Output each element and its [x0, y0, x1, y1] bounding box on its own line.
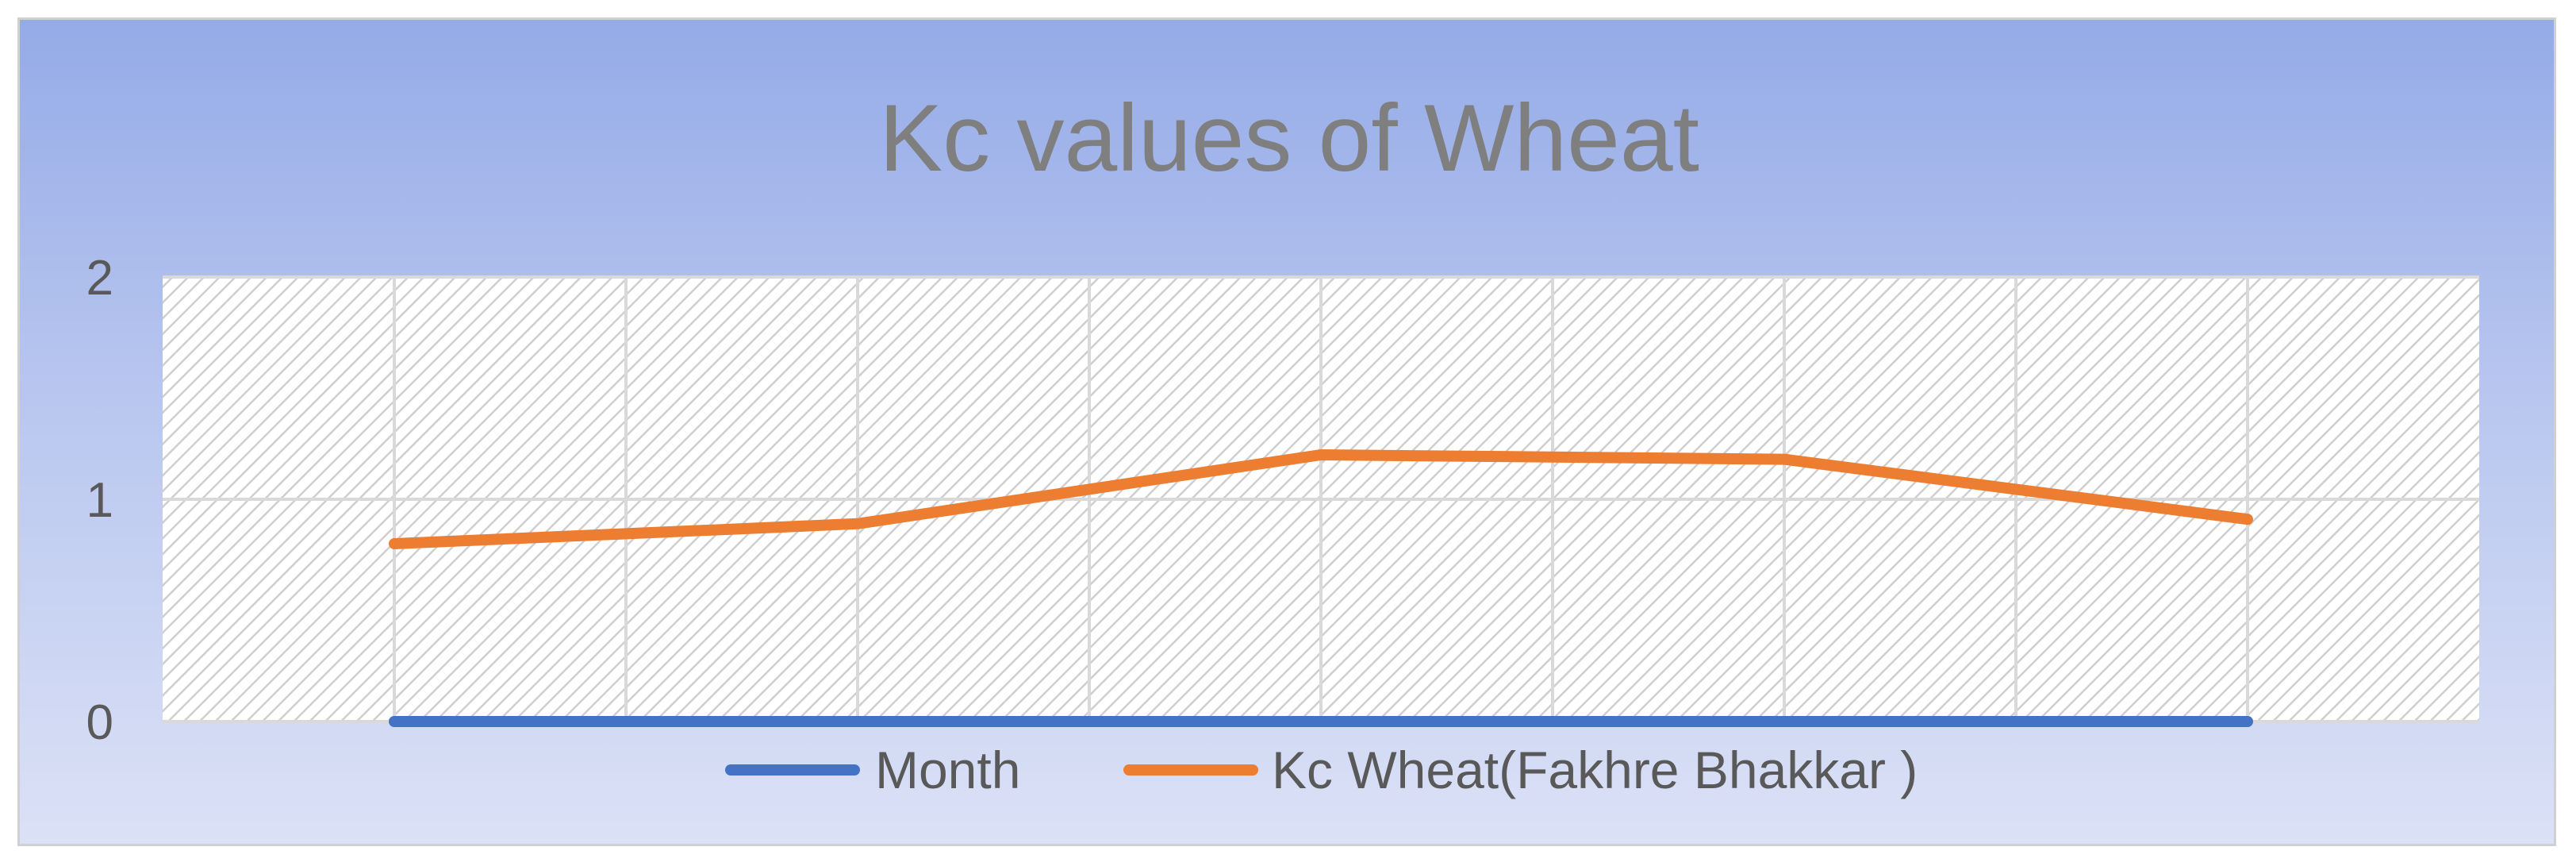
y-tick-label: 1: [86, 473, 113, 528]
series-line-kc-wheat: [389, 449, 2253, 549]
legend: Month Kc Wheat(Fakhre Bhakkar ): [725, 741, 1918, 799]
chart-svg: Kc values of Wheat 0 1 2 Month Kc Wheat(Fa…: [86, 85, 2479, 799]
chart-title: Kc values of Wheat: [879, 85, 1699, 191]
y-axis-ticks: 0 1 2: [86, 251, 113, 750]
y-tick-label: 2: [86, 251, 113, 306]
y-tick-label: 0: [86, 695, 113, 750]
legend-label-kc-wheat: Kc Wheat(Fakhre Bhakkar ): [1272, 741, 1918, 799]
legend-label-month: Month: [875, 741, 1020, 799]
series-lines: [389, 449, 2253, 727]
chart-frame: Kc values of Wheat 0 1 2 Month Kc Wheat(Fa…: [17, 17, 2556, 846]
